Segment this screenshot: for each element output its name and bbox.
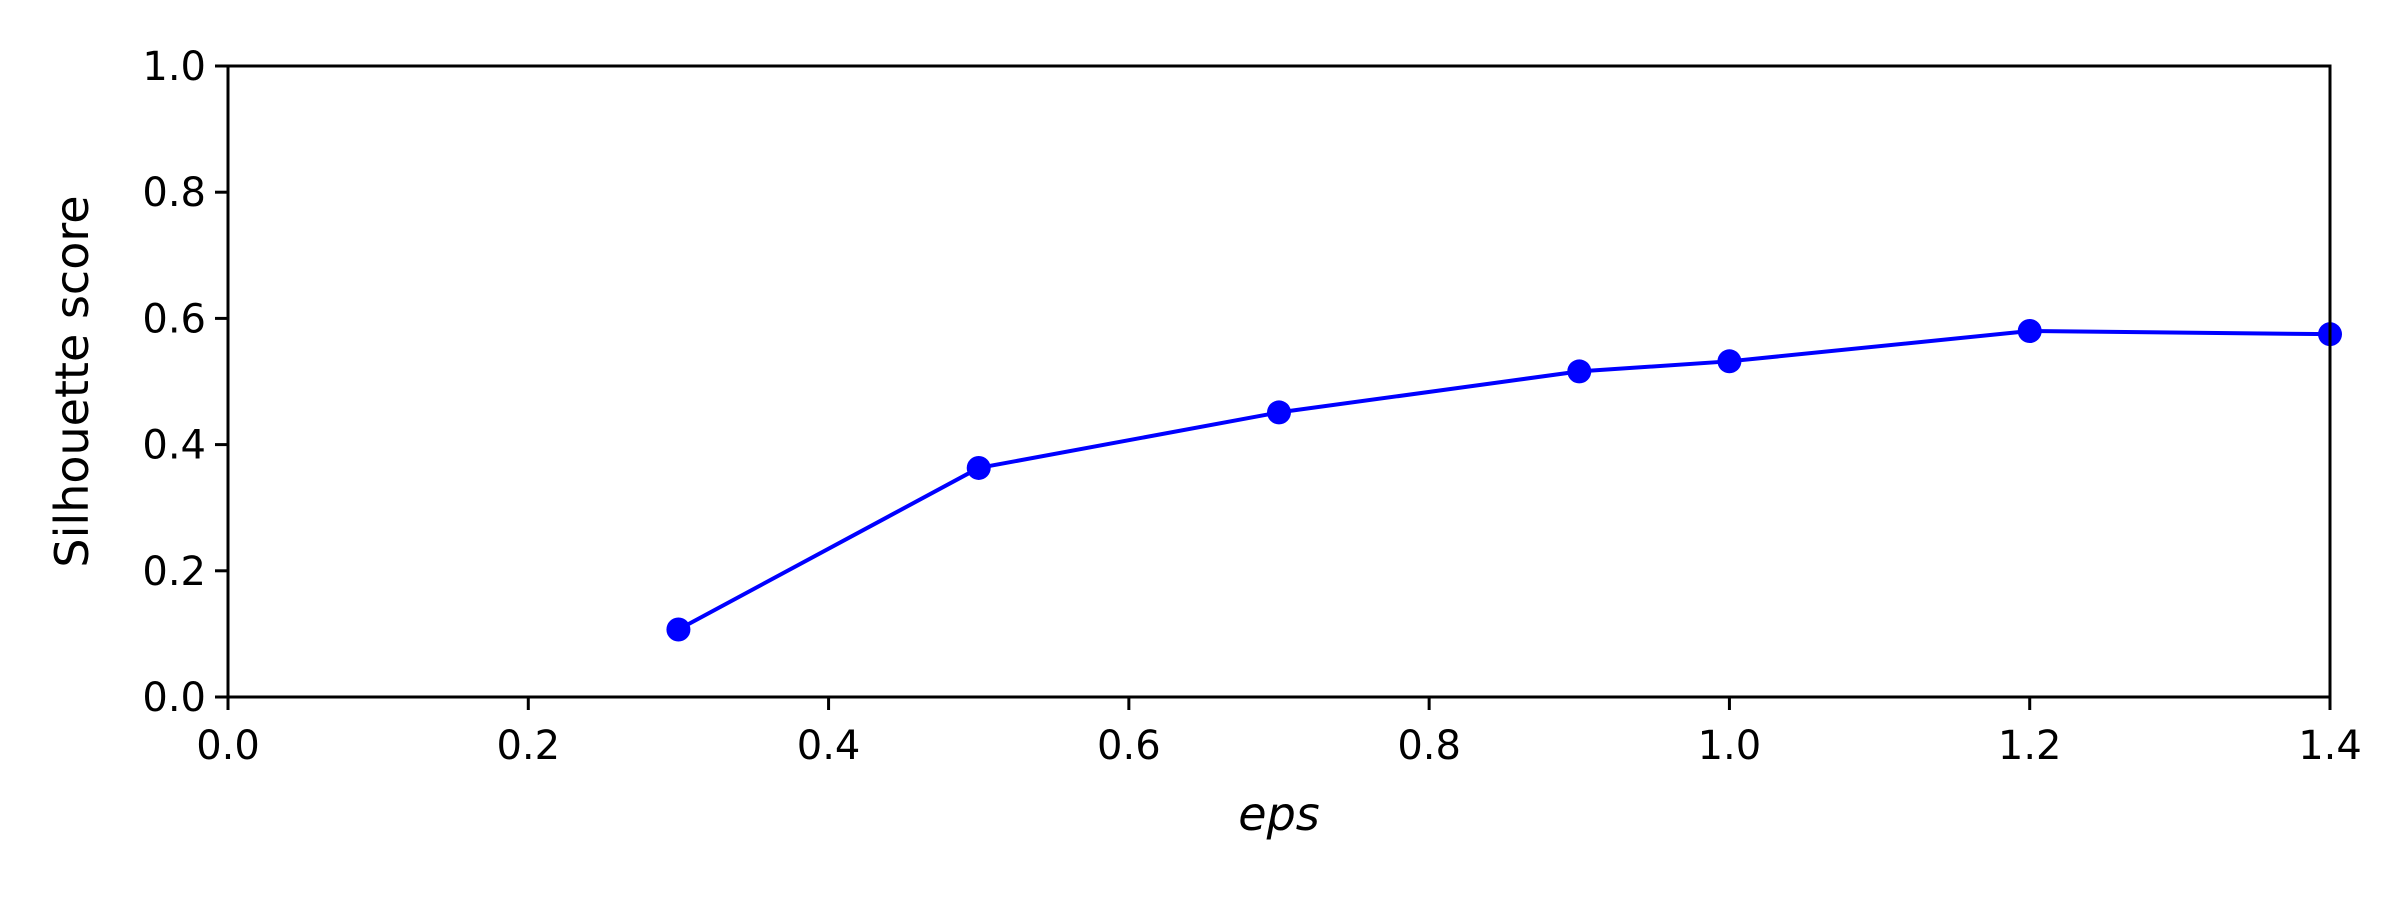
data-point <box>1717 349 1742 374</box>
data-point <box>1267 400 1291 425</box>
series-line <box>676 329 2332 632</box>
x-tick-label: 1.2 <box>1998 723 2062 769</box>
y-tick-label: 0.2 <box>142 549 206 595</box>
x-tick-label: 0.4 <box>797 723 861 769</box>
data-point <box>966 455 991 480</box>
ticks-layer: 0.0 0.2 0.4 0.6 0.8 1.0 1.2 1.4 0.0 0.2 0.4 0.6 0.8 1… <box>142 44 2361 769</box>
series-layer <box>666 319 2342 642</box>
x-tick-label: 0.0 <box>196 723 260 769</box>
x-tick-label: 1.4 <box>2298 723 2362 769</box>
data-point <box>1567 359 1592 384</box>
y-tick-label: 0.6 <box>142 296 206 342</box>
x-tick-label: 0.6 <box>1097 723 1161 769</box>
x-axis-label: eps <box>1238 787 1319 841</box>
x-tick-label: 0.2 <box>496 723 560 769</box>
y-tick-label: 0.8 <box>142 170 206 216</box>
plot-frame <box>226 64 2332 699</box>
y-tick-label: 0.4 <box>142 423 206 469</box>
x-tick-label: 0.8 <box>1397 723 1461 769</box>
y-tick-label: 1.0 <box>142 44 206 90</box>
data-point <box>666 617 691 642</box>
x-tick-label: 1.0 <box>1698 723 1762 769</box>
y-axis-label: Silhouette score <box>45 195 99 567</box>
data-point <box>2017 319 2042 344</box>
y-tick-label: 0.0 <box>142 675 206 721</box>
